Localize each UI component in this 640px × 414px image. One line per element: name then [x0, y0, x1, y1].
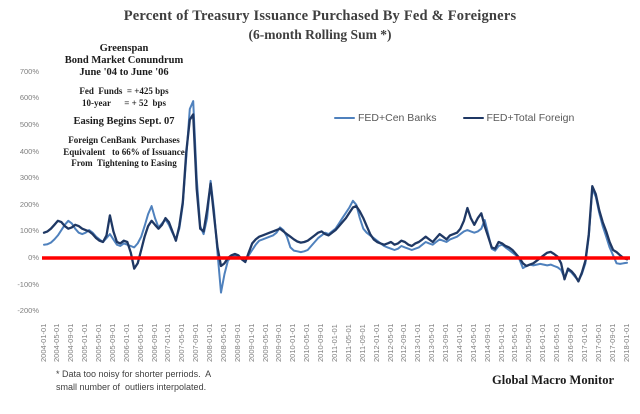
annotation-fed-funds: Fed Funds = +425 bps: [79, 86, 169, 96]
x-tick-label: 2004-09-01: [66, 323, 76, 362]
chart-title-line2: (6-month Rolling Sum *): [248, 27, 392, 42]
x-tick-label: 2011-05-01: [343, 324, 353, 362]
x-tick-label: 2009-09-01: [274, 323, 284, 362]
annotation-ten-year: 10-year = + 52 bps: [81, 97, 167, 108]
y-tick-label: 200%: [19, 199, 39, 209]
annotation-dates: June '04 to June '06: [79, 67, 169, 78]
legend-item-cen-banks: FED+Cen Banks: [334, 112, 437, 124]
footnote-line1: * Data too noisy for shorter perriods. A: [56, 369, 212, 379]
y-tick-label: -200%: [17, 306, 39, 316]
x-tick-label: 2014-05-01: [468, 323, 478, 362]
x-tick-label: 2016-05-01: [552, 323, 562, 362]
fed-total-foreign-line: [42, 113, 629, 283]
chart-title: Percent of Treasury Issuance Purchased B…: [0, 8, 640, 43]
x-tick-label: 2007-01-01: [163, 323, 173, 362]
x-tick-label: 2004-01-01: [38, 323, 48, 362]
x-tick-label: 2015-05-01: [510, 323, 520, 362]
fed-cen-banks-line: [43, 100, 628, 294]
y-tick-label: 600%: [19, 93, 39, 103]
x-tick-label: 2017-05-01: [593, 323, 603, 362]
x-tick-label: 2010-05-01: [302, 323, 312, 362]
x-tick-label: 2007-09-01: [191, 323, 201, 362]
x-tick-label: 2014-09-01: [482, 323, 492, 362]
x-tick-label: 2006-01-01: [121, 323, 131, 362]
y-tick-label: 500%: [19, 120, 39, 129]
x-tick-label: 2015-09-01: [524, 323, 534, 362]
x-tick-label: 2010-09-01: [316, 323, 326, 362]
x-tick-label: 2006-09-01: [149, 323, 159, 362]
x-tick-label: 2018-01-01: [621, 323, 631, 362]
x-tick-label: 2012-05-01: [385, 323, 395, 362]
footnote: * Data too noisy for shorter perriods. A…: [56, 368, 211, 394]
annotation-foreign-1: Foreign CenBank Purchases: [68, 135, 180, 145]
x-tick-label: 2013-05-01: [427, 323, 437, 362]
chart-legend: FED+Cen Banks FED+Total Foreign: [334, 112, 574, 124]
annotation-foreign-2: Equivalent to 66% of Issuance: [63, 146, 185, 157]
footnote-line2: small number of outliers interpolated.: [56, 382, 207, 392]
total-foreign-line-swatch: [462, 116, 484, 120]
x-tick-label: 2008-01-01: [205, 323, 215, 362]
x-tick-label: 2011-01-01: [330, 324, 339, 362]
x-tick-label: 2010-01-01: [288, 323, 298, 362]
y-tick-label: 0%: [28, 253, 39, 262]
legend-label-total-foreign: FED+Total Foreign: [486, 112, 575, 124]
x-tick-label: 2008-09-01: [232, 323, 242, 362]
x-tick-label: 2014-01-01: [454, 323, 464, 362]
legend-item-total-foreign: FED+Total Foreign: [462, 112, 575, 124]
y-tick-label: 100%: [19, 226, 39, 236]
chart-title-line1: Percent of Treasury Issuance Purchased B…: [123, 8, 517, 24]
annotation-conundrum: Bond Market Conundrum: [64, 55, 184, 66]
x-tick-label: 2012-01-01: [371, 323, 381, 362]
x-tick-label: 2013-01-01: [413, 323, 423, 362]
y-tick-label: 300%: [19, 173, 39, 183]
x-tick-label: 2009-05-01: [260, 323, 270, 362]
x-tick-label: 2005-09-01: [107, 323, 117, 362]
y-tick-label: 700%: [19, 66, 39, 76]
x-tick-label: 2008-05-01: [218, 323, 228, 362]
x-tick-label: 2005-05-01: [94, 323, 104, 362]
x-tick-label: 2013-09-01: [441, 323, 451, 362]
x-tick-label: 2007-05-01: [177, 323, 187, 362]
annotation-block: Greenspan Bond Market Conundrum June '04…: [28, 43, 220, 170]
annotation-foreign-3: From Tightening to Easing: [71, 158, 177, 168]
x-tick-label: 2004-05-01: [52, 323, 62, 362]
branding-text: Global Macro Monitor: [492, 373, 614, 387]
y-tick-label: 400%: [19, 146, 39, 156]
x-tick-label: 2011-09-01: [357, 324, 367, 362]
x-tick-label: 2015-01-01: [496, 323, 506, 362]
x-tick-label: 2017-09-01: [607, 323, 617, 362]
y-tick-label: -100%: [17, 279, 39, 289]
annotation-greenspan: Greenspan: [99, 43, 149, 54]
x-tick-label: 2016-09-01: [565, 323, 575, 362]
x-tick-label: 2016-01-01: [538, 323, 548, 362]
annotation-easing: Easing Begins Sept. 07: [73, 116, 175, 127]
x-tick-label: 2017-01-01: [579, 323, 589, 362]
cen-banks-line-swatch: [334, 116, 355, 120]
x-tick-label: 2012-09-01: [399, 323, 409, 362]
x-tick-label: 2009-01-01: [246, 323, 256, 362]
x-tick-label: 2006-05-01: [135, 323, 145, 362]
x-tick-label: 2005-01-01: [80, 323, 90, 362]
legend-label-cen-banks: FED+Cen Banks: [358, 112, 437, 124]
